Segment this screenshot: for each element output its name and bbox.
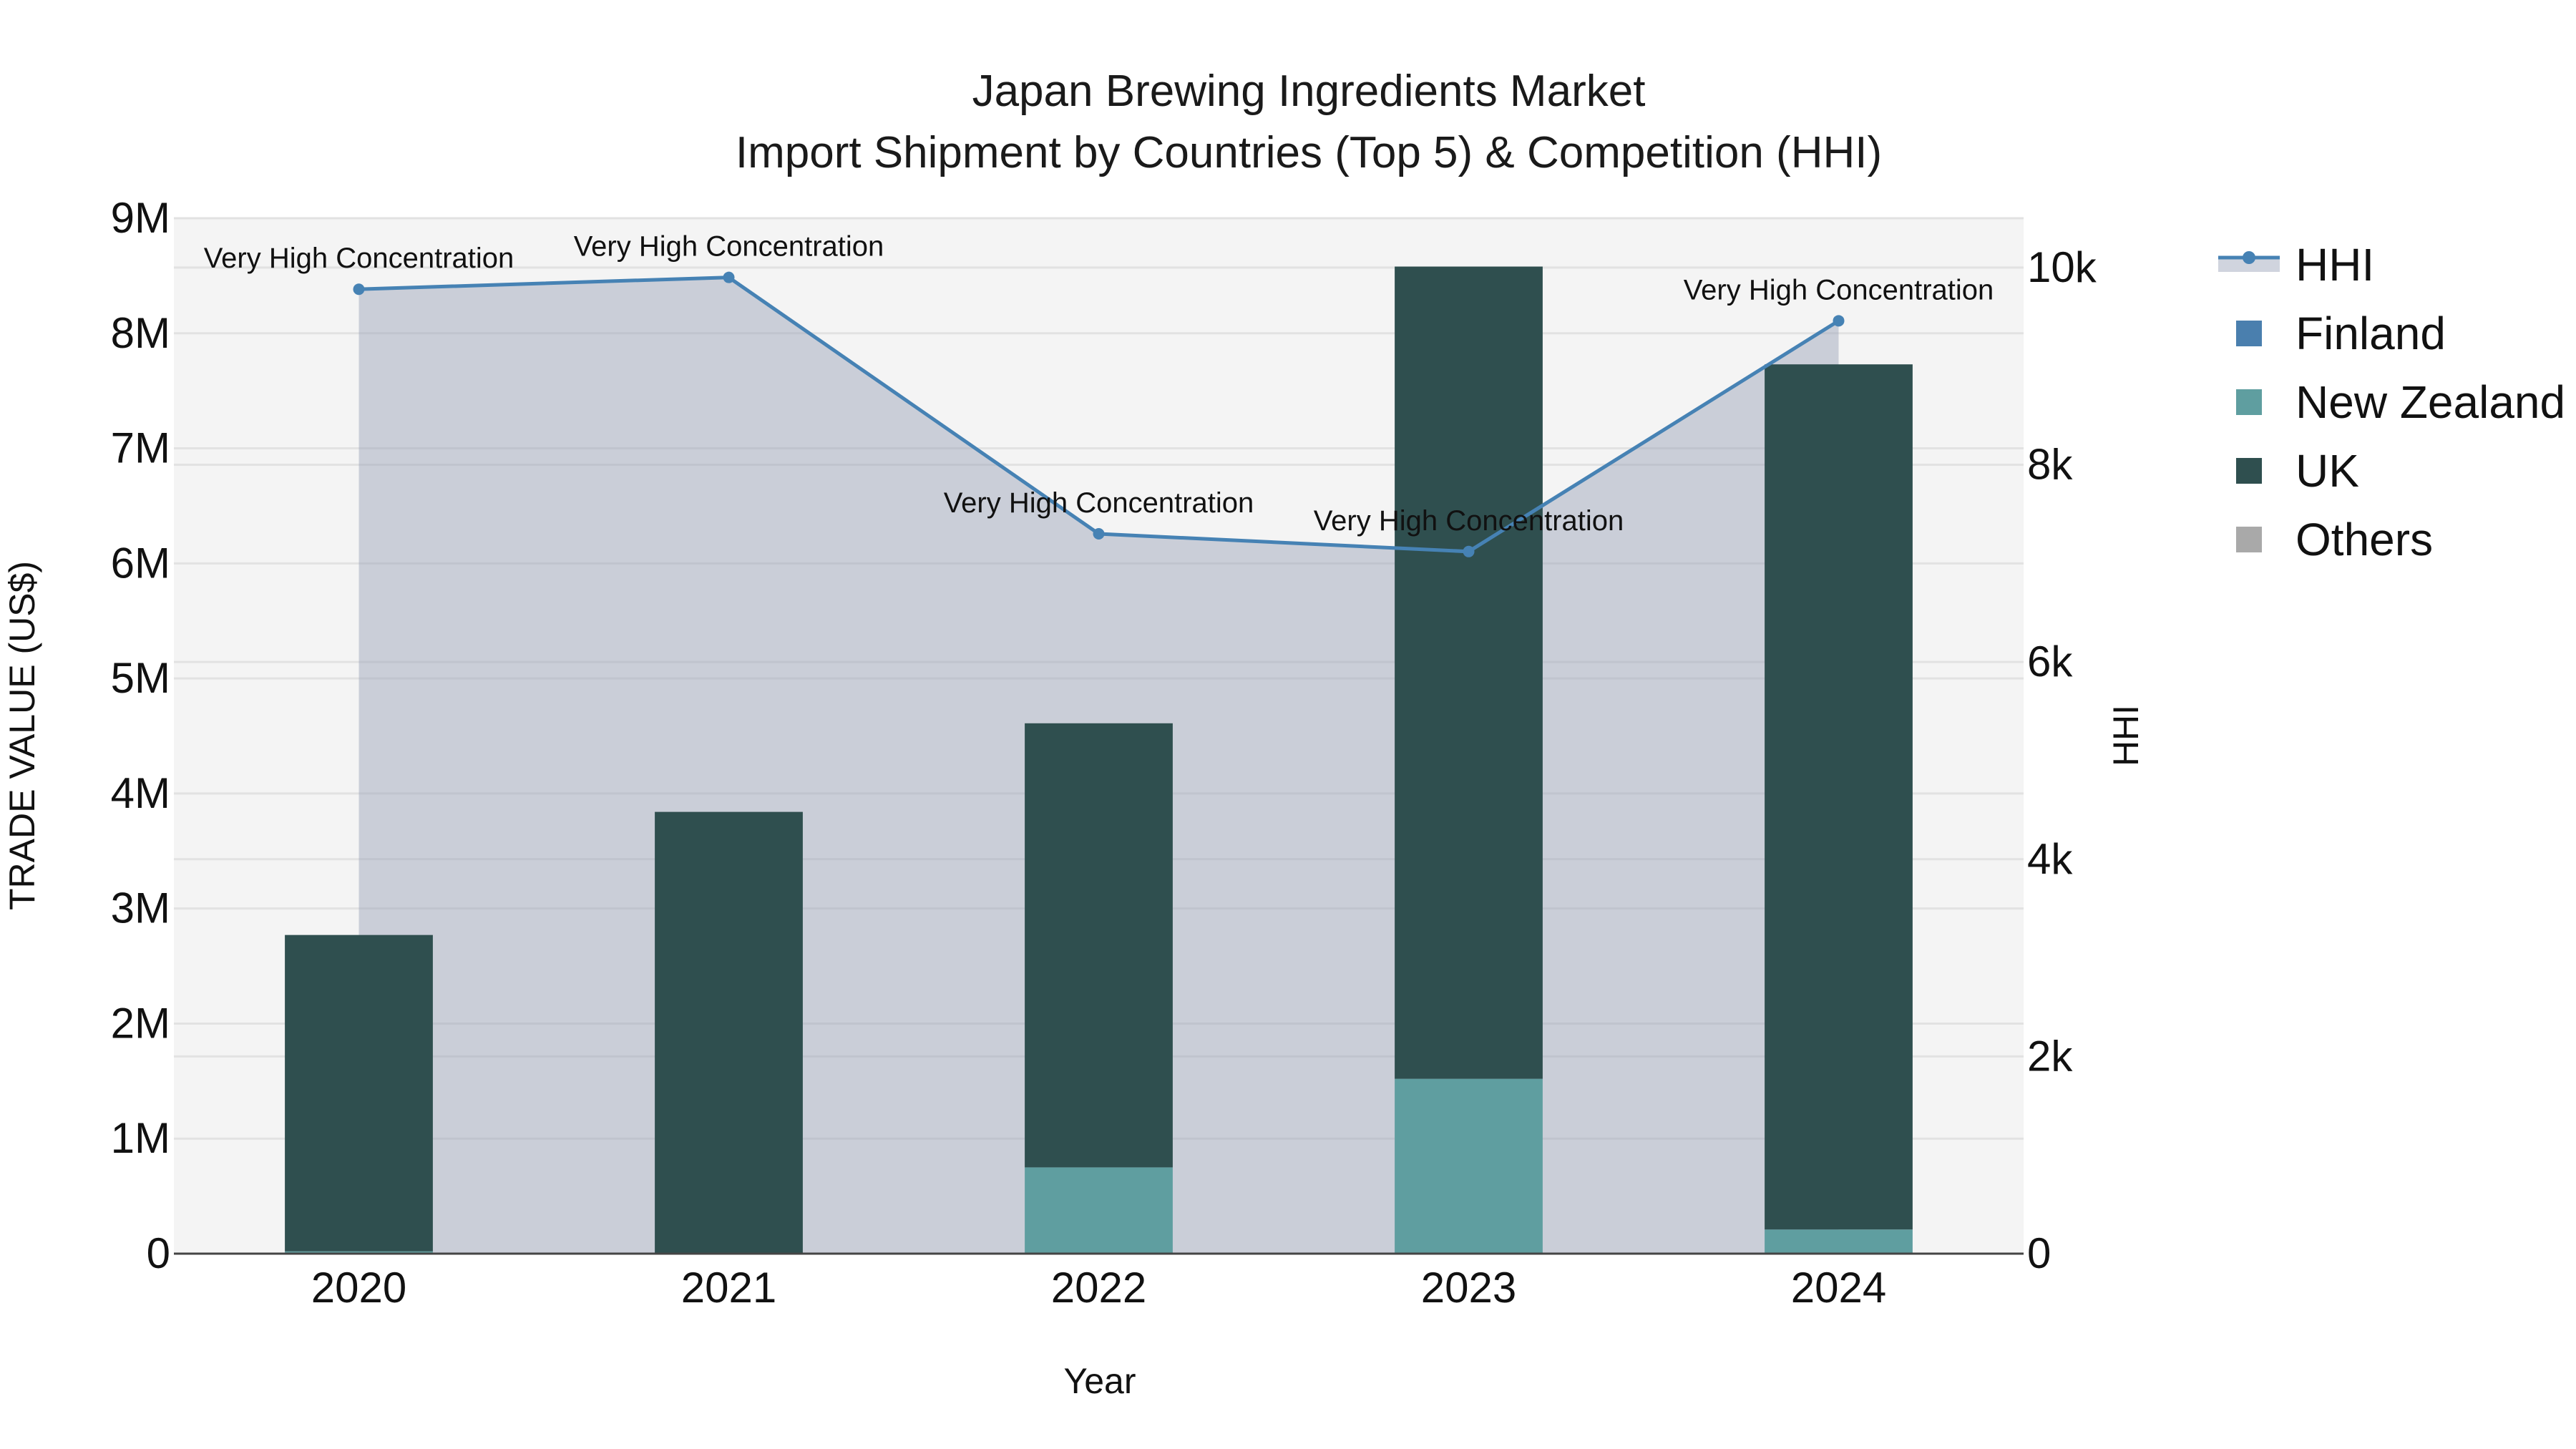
bar-new-zealand-2020	[285, 1251, 433, 1254]
legend-label-hhi: HHI	[2296, 239, 2374, 291]
legend-swatch-others	[2236, 527, 2262, 552]
hhi-label-2022: Very High Concentration	[944, 487, 1254, 519]
chart-subtitle: Import Shipment by Countries (Top 5) & C…	[736, 128, 1882, 177]
y2-tick-label-3: 6k	[2027, 638, 2073, 686]
y-tick-label-5: 5M	[111, 654, 170, 702]
legend-label-uk: UK	[2296, 445, 2359, 497]
bars-layer	[285, 266, 1913, 1254]
hhi-point-2023	[1463, 545, 1475, 557]
x-axis-title: Year	[1063, 1361, 1136, 1401]
hhi-point-2022	[1093, 527, 1105, 540]
y-tick-label-8: 8M	[111, 309, 170, 357]
x-axis-ticks: 2020 2021 2022 2023 2024	[311, 1264, 1886, 1312]
y2-tick-label-1: 2k	[2027, 1032, 2073, 1080]
bar-uk-2024	[1765, 364, 1913, 1230]
y-tick-label-3: 3M	[111, 884, 170, 932]
chart-title: Japan Brewing Ingredients Market	[972, 67, 1646, 116]
bar-new-zealand-2024	[1765, 1229, 1913, 1254]
bar-uk-2021	[655, 811, 803, 1254]
x-tick-label-2021: 2021	[681, 1264, 776, 1312]
bar-uk-2023	[1395, 266, 1543, 1079]
hhi-point-2021	[723, 271, 735, 283]
bar-uk-2020	[285, 935, 433, 1252]
x-tick-label-2023: 2023	[1421, 1264, 1516, 1312]
legend-label-finland: Finland	[2296, 308, 2446, 359]
hhi-point-2020	[353, 283, 365, 296]
y-tick-label-0: 0	[147, 1229, 170, 1277]
legend-label-others: Others	[2296, 514, 2433, 565]
y2-tick-label-4: 8k	[2027, 441, 2073, 489]
legend-label-new-zealand: New Zealand	[2296, 376, 2565, 428]
y2-axis-ticks: 0 2k 4k 6k 8k 10k	[2027, 243, 2097, 1277]
legend-swatch-hhi-marker	[2243, 251, 2255, 264]
x-tick-label-2024: 2024	[1791, 1264, 1886, 1312]
legend-swatch-uk	[2236, 458, 2262, 484]
y-tick-label-2: 2M	[111, 999, 170, 1047]
y2-tick-label-0: 0	[2027, 1229, 2051, 1277]
x-tick-label-2022: 2022	[1051, 1264, 1146, 1312]
bar-new-zealand-2022	[1025, 1167, 1173, 1254]
y2-tick-label-5: 10k	[2027, 243, 2097, 291]
hhi-label-2020: Very High Concentration	[204, 243, 514, 274]
legend-swatch-new-zealand	[2236, 389, 2262, 415]
hhi-label-2021: Very High Concentration	[574, 231, 884, 263]
hhi-line-layer: Very High Concentration Very High Concent…	[204, 231, 1994, 557]
y-tick-label-6: 6M	[111, 539, 170, 587]
y-tick-label-9: 9M	[111, 194, 170, 242]
y2-tick-label-2: 4k	[2027, 835, 2073, 883]
hhi-label-2023: Very High Concentration	[1314, 505, 1624, 537]
y-tick-label-7: 7M	[111, 424, 170, 472]
legend-swatch-hhi-area	[2218, 258, 2280, 272]
x-tick-label-2020: 2020	[311, 1264, 406, 1312]
legend: HHI Finland New Zealand UK Others	[2218, 239, 2565, 565]
y-axis-ticks: 0 1M 2M 3M 4M 5M 6M 7M 8M 9M	[111, 194, 170, 1277]
bar-new-zealand-2023	[1395, 1078, 1543, 1254]
y2-axis-title: HHI	[2106, 705, 2146, 766]
hhi-label-2024: Very High Concentration	[1684, 274, 1994, 306]
y-axis-title: TRADE VALUE (US$)	[2, 561, 42, 910]
legend-swatch-finland	[2236, 321, 2262, 346]
bar-uk-2022	[1025, 723, 1173, 1168]
hhi-point-2024	[1833, 315, 1845, 327]
y-tick-label-1: 1M	[111, 1114, 170, 1162]
y-tick-label-4: 4M	[111, 769, 170, 817]
